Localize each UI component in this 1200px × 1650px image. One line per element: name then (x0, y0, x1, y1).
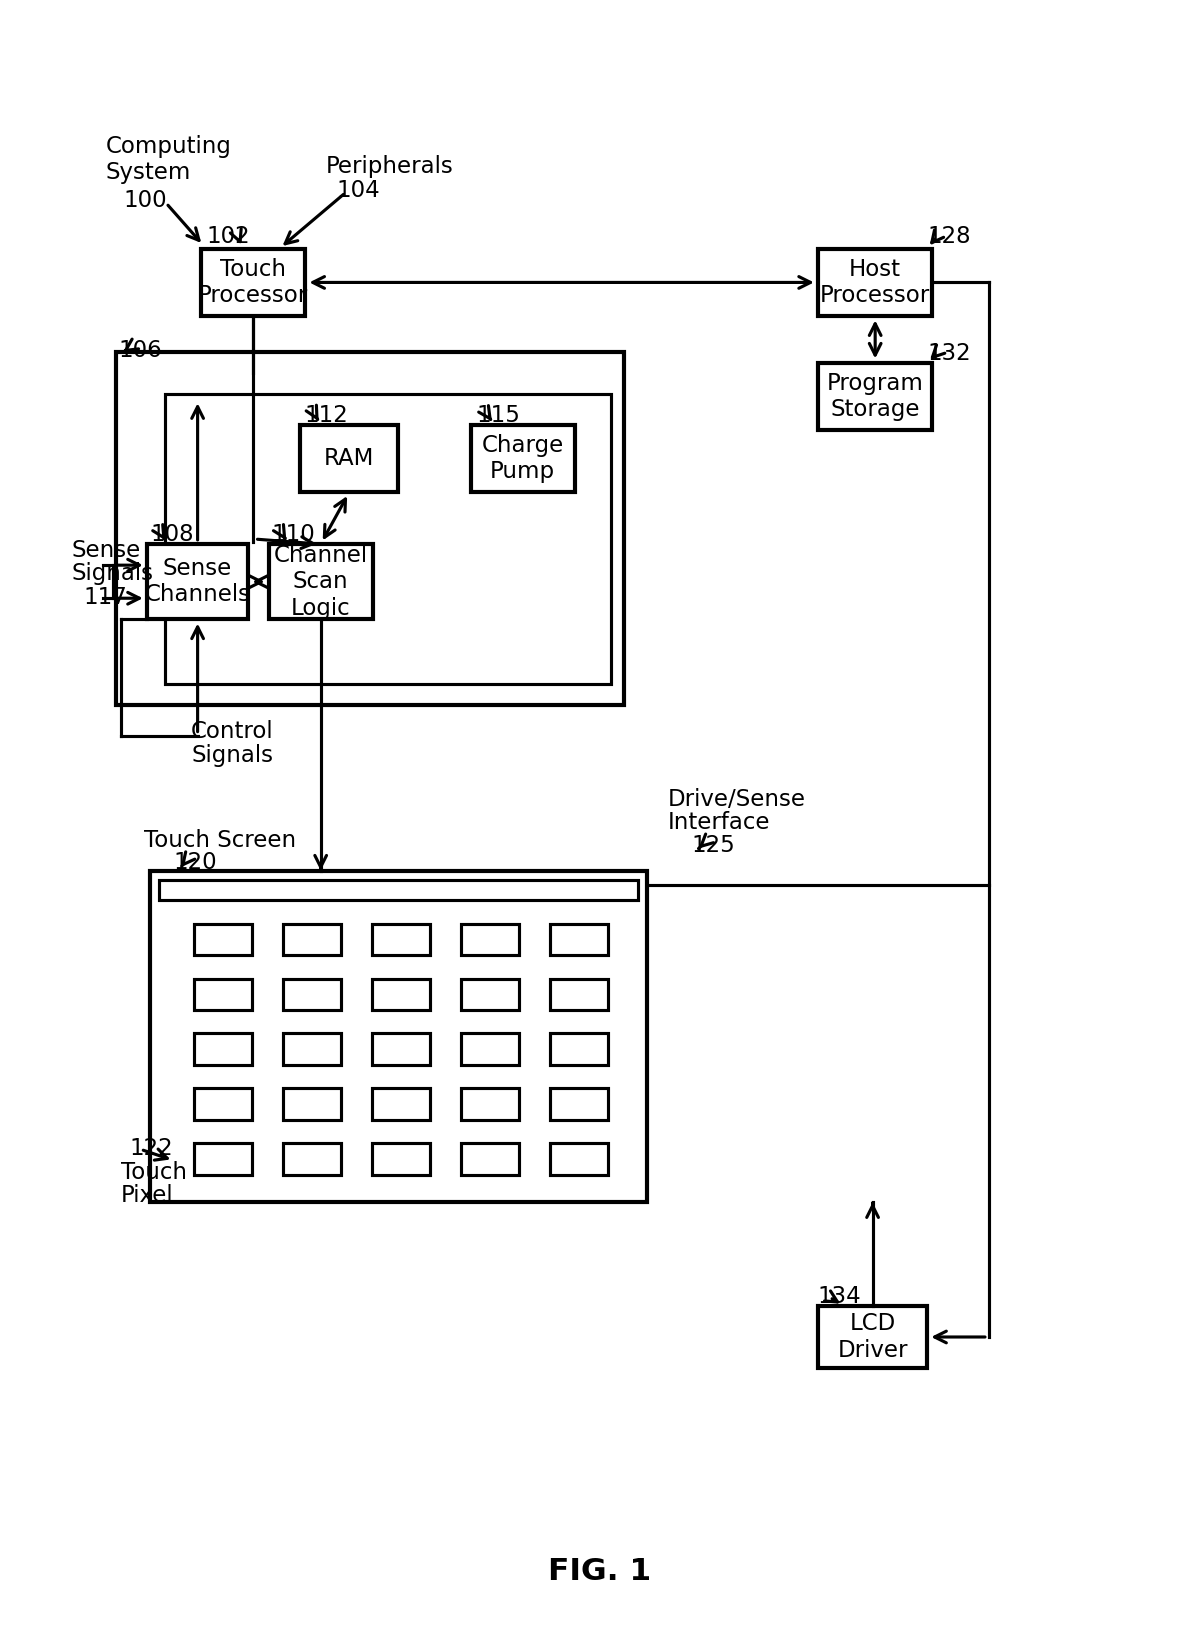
Bar (283, 1089, 341, 1120)
Bar (551, 1033, 608, 1066)
Bar (818, 249, 932, 317)
Text: Host
Processor: Host Processor (820, 257, 930, 307)
Text: 104: 104 (336, 178, 380, 201)
Bar (470, 426, 575, 492)
Text: Sense
Channels: Sense Channels (145, 558, 251, 607)
Bar (551, 1089, 608, 1120)
Bar (818, 1305, 926, 1368)
Bar (551, 1143, 608, 1175)
Bar (283, 1033, 341, 1066)
Bar (461, 1089, 520, 1120)
Text: 106: 106 (119, 340, 162, 363)
Text: Signals: Signals (191, 744, 274, 767)
Text: Touch: Touch (121, 1162, 187, 1183)
Text: 128: 128 (926, 226, 971, 249)
Text: 100: 100 (124, 190, 167, 213)
Text: RAM: RAM (324, 447, 374, 470)
Text: Control: Control (191, 721, 274, 742)
Text: 108: 108 (151, 523, 194, 546)
Bar (116, 353, 624, 705)
Bar (283, 1143, 341, 1175)
Text: 102: 102 (206, 226, 251, 249)
Bar (193, 978, 252, 1010)
Text: FIG. 1: FIG. 1 (548, 1556, 652, 1586)
Bar (148, 544, 248, 619)
Bar (818, 363, 932, 431)
Text: 125: 125 (691, 835, 734, 858)
Bar (202, 249, 305, 317)
Bar (193, 1033, 252, 1066)
Text: 112: 112 (304, 404, 348, 427)
Bar (193, 1089, 252, 1120)
Text: Drive/Sense: Drive/Sense (668, 787, 806, 810)
Bar (283, 978, 341, 1010)
Text: Computing: Computing (106, 135, 232, 158)
Bar (461, 924, 520, 955)
Text: LCD
Driver: LCD Driver (838, 1312, 908, 1361)
Bar (461, 1033, 520, 1066)
Bar (461, 978, 520, 1010)
Text: Touch
Processor: Touch Processor (198, 257, 308, 307)
Bar (150, 871, 647, 1203)
Bar (372, 978, 430, 1010)
Text: 134: 134 (817, 1285, 860, 1308)
Text: 122: 122 (128, 1137, 173, 1160)
Text: 115: 115 (476, 404, 520, 427)
Bar (551, 978, 608, 1010)
Text: Interface: Interface (668, 812, 770, 833)
Bar (193, 924, 252, 955)
Bar (283, 924, 341, 955)
Text: Signals: Signals (72, 563, 154, 586)
Text: 117: 117 (83, 586, 127, 609)
Bar (269, 544, 372, 619)
Text: Charge
Pump: Charge Pump (481, 434, 564, 483)
Bar (158, 879, 638, 899)
Bar (372, 1143, 430, 1175)
Text: 120: 120 (173, 851, 217, 874)
Text: System: System (106, 160, 191, 183)
Text: 132: 132 (926, 342, 971, 365)
Bar (461, 1143, 520, 1175)
Text: Touch Screen: Touch Screen (144, 830, 296, 851)
Text: Peripherals: Peripherals (326, 155, 454, 178)
Bar (193, 1143, 252, 1175)
Text: Sense: Sense (72, 540, 142, 563)
Bar (372, 1033, 430, 1066)
Bar (300, 426, 398, 492)
Text: Channel
Scan
Logic: Channel Scan Logic (274, 543, 367, 620)
Text: Pixel: Pixel (121, 1185, 174, 1208)
Text: 110: 110 (271, 523, 316, 546)
Bar (166, 394, 611, 685)
Bar (372, 1089, 430, 1120)
Bar (551, 924, 608, 955)
Text: Program
Storage: Program Storage (827, 371, 924, 421)
Bar (372, 924, 430, 955)
